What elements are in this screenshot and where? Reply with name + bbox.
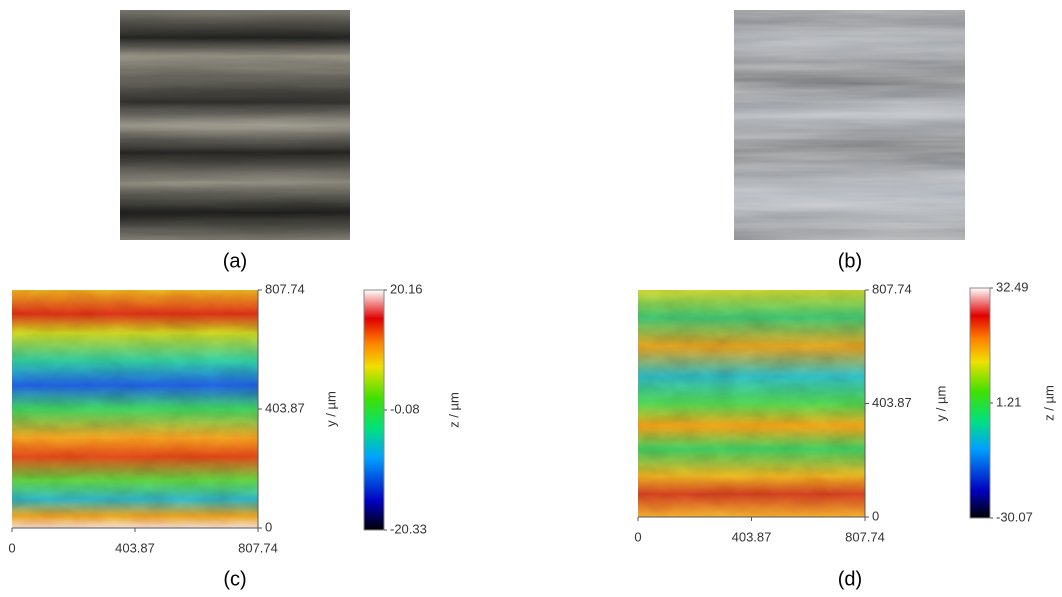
colorbar-tick-label: 20.16 [390, 281, 423, 296]
colorbar-label: z / µm [446, 392, 461, 428]
y-tick-label: 0 [265, 519, 272, 534]
colorbar-tick-label: -0.08 [390, 401, 420, 416]
x-tick-label: 403.87 [732, 529, 772, 544]
y-tick-label: 0 [872, 508, 879, 523]
labels: (a) (b) (c) 0 403.87 807.74 0 403.87 807.74 y / µ… [8, 250, 1056, 590]
x-tick-label: 403.87 [115, 540, 155, 555]
panel-label: (b) [838, 250, 862, 272]
colorbar-label: z / µm [1041, 385, 1056, 421]
y-tick-label: 807.74 [265, 281, 305, 296]
y-tick-label: 403.87 [265, 400, 305, 415]
height-map-c [12, 290, 258, 528]
micrograph-a [120, 10, 350, 240]
colorbar-d [969, 287, 991, 519]
y-tick-label: 807.74 [872, 281, 912, 296]
y-axis-label: y / µm [933, 386, 948, 422]
micrograph-b [734, 10, 965, 240]
colorbar-tick-label: 1.21 [996, 394, 1021, 409]
height-map-d [638, 290, 865, 517]
panel-label: (a) [223, 250, 247, 272]
x-tick-label: 807.74 [845, 529, 885, 544]
panel-label: (d) [838, 568, 862, 590]
y-axis-label: y / µm [323, 391, 338, 427]
x-tick-label: 0 [634, 529, 641, 544]
y-tick-label: 403.87 [872, 395, 912, 410]
colorbar-c [363, 289, 385, 531]
colorbar-tick-label: -20.33 [390, 521, 427, 536]
panel-label: (c) [223, 568, 246, 590]
colorbar-tick-label: 32.49 [996, 279, 1029, 294]
x-tick-label: 807.74 [238, 540, 278, 555]
colorbar-tick-label: -30.07 [996, 509, 1033, 524]
x-tick-label: 0 [8, 540, 15, 555]
